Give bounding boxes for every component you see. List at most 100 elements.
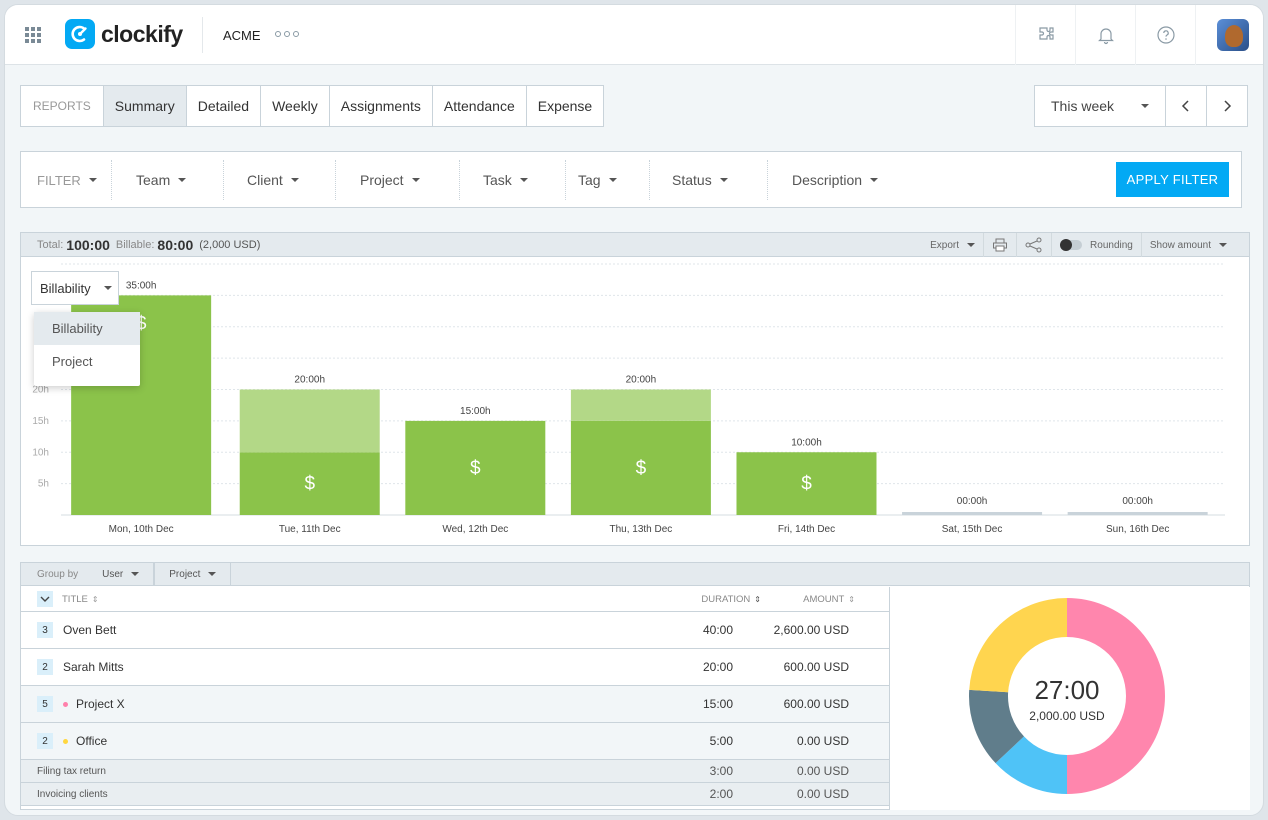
group-by-project[interactable]: Project (154, 562, 232, 586)
billable-value: 80:00 (157, 236, 194, 253)
tab-attendance[interactable]: Attendance (431, 86, 526, 126)
billable-dollar-icon: $ (136, 313, 147, 334)
billability-option[interactable]: Billability (34, 312, 140, 345)
export-dropdown[interactable]: Export (922, 233, 983, 257)
toggle-switch[interactable] (1060, 239, 1083, 251)
chevron-down-icon (1219, 243, 1227, 247)
bar-total-label: 00:00h (1122, 496, 1153, 507)
filter-team[interactable]: Team (124, 160, 187, 200)
tab-detailed[interactable]: Detailed (185, 86, 260, 126)
filter-divider (223, 160, 224, 200)
previous-period-button[interactable] (1165, 86, 1206, 126)
tab-weekly[interactable]: Weekly (260, 86, 329, 126)
apps-grid-icon[interactable] (25, 27, 41, 43)
filter-toggle[interactable]: FILTER (25, 160, 97, 200)
show-amount-dropdown[interactable]: Show amount (1140, 233, 1235, 257)
row-amount: 2,600.00 USD (773, 623, 849, 637)
share-button[interactable] (1016, 233, 1051, 257)
billable-label: Billable: (115, 238, 155, 251)
row-duration: 3:00 (709, 764, 733, 778)
filter-divider (565, 160, 566, 200)
donut-slice[interactable] (969, 689, 1024, 764)
workspace-menu-icon[interactable] (275, 31, 299, 37)
x-tick-label: Tue, 11th Dec (279, 524, 341, 535)
bar-total-label: 20:00h (294, 375, 325, 386)
row-duration: 20:00 (702, 660, 733, 674)
export-label: Export (930, 239, 960, 251)
donut-chart: 27:00 2,000.00 USD (969, 598, 1165, 794)
avatar[interactable] (1217, 19, 1249, 51)
chevron-down-icon (290, 178, 299, 182)
help-icon[interactable] (1135, 5, 1195, 65)
period-select[interactable]: This week (1035, 86, 1165, 126)
filter-client[interactable]: Client (235, 160, 299, 200)
tab-summary[interactable]: Summary (102, 86, 186, 126)
rounding-label: Rounding (1090, 239, 1133, 251)
filter-tag[interactable]: Tag (566, 160, 617, 200)
project-option[interactable]: Project (52, 354, 93, 369)
table-row[interactable]: 2 Office 5:00 0.00 USD (21, 723, 889, 760)
filter-project[interactable]: Project (348, 160, 420, 200)
filter-client-label: Client (247, 172, 283, 188)
x-tick-label: Fri, 14th Dec (778, 524, 835, 535)
filter-status[interactable]: Status (660, 160, 728, 200)
filter-description[interactable]: Description (780, 160, 879, 200)
billable-dollar-icon: $ (304, 474, 315, 495)
logo[interactable]: clockify (65, 19, 183, 49)
table-row[interactable]: Filing tax return 3:00 0.00 USD (21, 760, 889, 783)
integrations-icon[interactable] (1015, 5, 1075, 65)
donut-slice[interactable] (995, 736, 1067, 794)
billability-select[interactable]: Billability (31, 271, 119, 305)
next-period-button[interactable] (1206, 86, 1247, 126)
bar-empty (1067, 512, 1208, 515)
notification-bell-icon[interactable] (1075, 5, 1135, 65)
bar-total-label: 20:00h (626, 375, 657, 386)
filter-divider (649, 160, 650, 200)
top-bar: clockify ACME (5, 5, 1263, 65)
tab-expense[interactable]: Expense (525, 86, 603, 126)
amount-column-header[interactable]: AMOUNT ⇕ (803, 594, 855, 605)
donut-slice[interactable] (969, 598, 1067, 693)
table-row[interactable]: Invoicing clients 2:00 0.00 USD (21, 783, 889, 806)
table-row[interactable]: 2 Sarah Mitts 20:00 600.00 USD (21, 649, 889, 686)
row-duration: 40:00 (702, 623, 733, 637)
bar-total-label: 15:00h (460, 406, 491, 417)
print-button[interactable] (983, 233, 1016, 257)
bar-billable (736, 452, 877, 515)
x-tick-label: Wed, 12th Dec (442, 524, 508, 535)
donut-slice[interactable] (1067, 598, 1165, 794)
chevron-right-icon (1224, 100, 1232, 112)
chevron-down-icon (40, 596, 50, 602)
tab-assignments[interactable]: Assignments (328, 86, 432, 126)
filter-team-label: Team (136, 172, 171, 188)
bar-total-label: 10:00h (791, 437, 822, 448)
workspace-name[interactable]: ACME (223, 28, 261, 43)
filter-task[interactable]: Task (471, 160, 528, 200)
row-title: Sarah Mitts (63, 660, 124, 674)
group-by-user[interactable]: User (88, 562, 155, 586)
x-tick-label: Sun, 16th Dec (1106, 524, 1169, 535)
x-tick-label: Sat, 15th Dec (942, 524, 1003, 535)
chevron-down-icon (131, 572, 140, 576)
apply-filter-button[interactable]: APPLY FILTER (1116, 162, 1229, 197)
chevron-down-icon (1141, 104, 1149, 108)
x-tick-label: Thu, 13th Dec (609, 524, 672, 535)
row-amount: 600.00 USD (783, 697, 849, 711)
y-tick-label: 20h (32, 385, 49, 396)
group-by-bar: Group by User Project (21, 562, 1249, 586)
title-column-header[interactable]: TITLE ⇕ (62, 594, 99, 605)
logo-text: clockify (101, 20, 183, 47)
chevron-down-icon (411, 178, 420, 182)
expand-all-button[interactable] (37, 591, 53, 607)
app-window: clockify ACME REPORTS Summary Detailed W… (4, 4, 1264, 816)
count-badge: 2 (37, 733, 53, 749)
table-row[interactable]: 5 Project X 15:00 600.00 USD (21, 686, 889, 723)
filter-project-label: Project (360, 172, 404, 188)
bar-billable (405, 420, 546, 515)
duration-column-header[interactable]: DURATION ⇕ (701, 594, 761, 605)
rounding-toggle[interactable]: Rounding (1051, 233, 1141, 257)
sort-icon: ⇕ (754, 594, 761, 604)
share-icon (1025, 237, 1042, 253)
table-row[interactable]: 3 Oven Bett 40:00 2,600.00 USD (21, 612, 889, 649)
project-color-dot (63, 738, 68, 744)
